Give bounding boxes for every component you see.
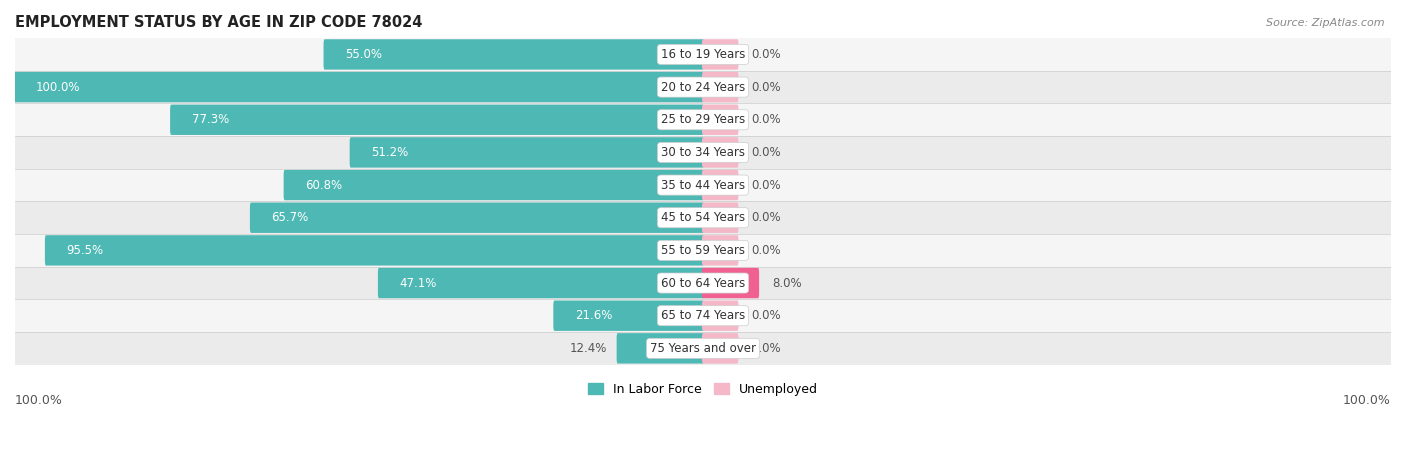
Text: 45 to 54 Years: 45 to 54 Years (661, 211, 745, 224)
FancyBboxPatch shape (702, 333, 738, 364)
Text: Source: ZipAtlas.com: Source: ZipAtlas.com (1267, 18, 1385, 28)
Text: 65 to 74 Years: 65 to 74 Years (661, 309, 745, 322)
Text: 0.0%: 0.0% (751, 342, 780, 355)
FancyBboxPatch shape (15, 169, 1391, 202)
FancyBboxPatch shape (702, 137, 738, 168)
Text: 35 to 44 Years: 35 to 44 Years (661, 179, 745, 192)
FancyBboxPatch shape (284, 170, 704, 200)
Text: 0.0%: 0.0% (751, 81, 780, 94)
Text: 65.7%: 65.7% (271, 211, 309, 224)
Text: 77.3%: 77.3% (191, 113, 229, 126)
Text: 47.1%: 47.1% (399, 276, 437, 290)
FancyBboxPatch shape (702, 39, 738, 69)
Text: 75 Years and over: 75 Years and over (650, 342, 756, 355)
Text: 0.0%: 0.0% (751, 244, 780, 257)
Text: 55.0%: 55.0% (346, 48, 382, 61)
FancyBboxPatch shape (323, 39, 704, 69)
Text: 100.0%: 100.0% (35, 81, 80, 94)
FancyBboxPatch shape (15, 332, 1391, 365)
FancyBboxPatch shape (250, 202, 704, 233)
Text: 0.0%: 0.0% (751, 309, 780, 322)
Text: 0.0%: 0.0% (751, 48, 780, 61)
FancyBboxPatch shape (350, 137, 704, 168)
Text: 30 to 34 Years: 30 to 34 Years (661, 146, 745, 159)
FancyBboxPatch shape (702, 300, 738, 331)
FancyBboxPatch shape (15, 38, 1391, 71)
Text: 16 to 19 Years: 16 to 19 Years (661, 48, 745, 61)
Text: 0.0%: 0.0% (751, 113, 780, 126)
FancyBboxPatch shape (378, 268, 704, 298)
FancyBboxPatch shape (702, 105, 738, 135)
Legend: In Labor Force, Unemployed: In Labor Force, Unemployed (583, 378, 823, 401)
FancyBboxPatch shape (15, 234, 1391, 267)
Text: 100.0%: 100.0% (15, 394, 63, 407)
FancyBboxPatch shape (15, 103, 1391, 136)
Text: 100.0%: 100.0% (1343, 394, 1391, 407)
FancyBboxPatch shape (15, 71, 1391, 103)
Text: 0.0%: 0.0% (751, 211, 780, 224)
FancyBboxPatch shape (15, 299, 1391, 332)
Text: 95.5%: 95.5% (66, 244, 104, 257)
Text: 0.0%: 0.0% (751, 146, 780, 159)
FancyBboxPatch shape (14, 72, 704, 102)
FancyBboxPatch shape (702, 72, 738, 102)
FancyBboxPatch shape (15, 202, 1391, 234)
FancyBboxPatch shape (15, 267, 1391, 299)
FancyBboxPatch shape (702, 202, 738, 233)
FancyBboxPatch shape (170, 105, 704, 135)
FancyBboxPatch shape (702, 235, 738, 266)
Text: 60.8%: 60.8% (305, 179, 343, 192)
Text: 12.4%: 12.4% (569, 342, 607, 355)
FancyBboxPatch shape (554, 300, 704, 331)
Text: 25 to 29 Years: 25 to 29 Years (661, 113, 745, 126)
Text: 51.2%: 51.2% (371, 146, 409, 159)
Text: 60 to 64 Years: 60 to 64 Years (661, 276, 745, 290)
FancyBboxPatch shape (702, 268, 759, 298)
Text: 20 to 24 Years: 20 to 24 Years (661, 81, 745, 94)
Text: 55 to 59 Years: 55 to 59 Years (661, 244, 745, 257)
FancyBboxPatch shape (15, 136, 1391, 169)
Text: 8.0%: 8.0% (772, 276, 801, 290)
FancyBboxPatch shape (617, 333, 704, 364)
FancyBboxPatch shape (45, 235, 704, 266)
Text: 21.6%: 21.6% (575, 309, 613, 322)
Text: 0.0%: 0.0% (751, 179, 780, 192)
FancyBboxPatch shape (702, 170, 738, 200)
Text: EMPLOYMENT STATUS BY AGE IN ZIP CODE 78024: EMPLOYMENT STATUS BY AGE IN ZIP CODE 780… (15, 15, 422, 30)
